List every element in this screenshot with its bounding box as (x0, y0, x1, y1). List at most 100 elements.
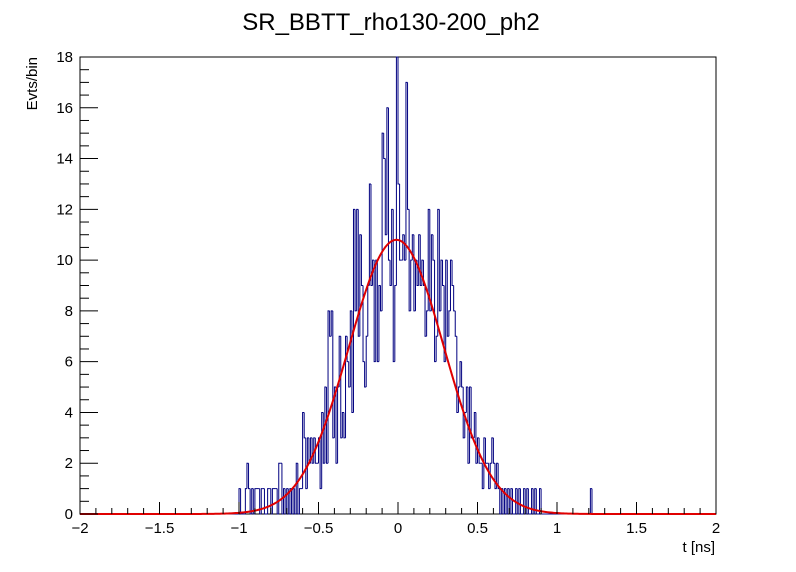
x-tick-label: 0.5 (467, 520, 488, 537)
histogram-bin (446, 260, 449, 337)
histogram-bin (337, 386, 340, 464)
histogram-bin (384, 158, 387, 236)
histogram-bin (373, 260, 376, 363)
histogram-bin (438, 209, 441, 312)
histogram-bin (346, 336, 349, 363)
histogram-bin (526, 488, 529, 514)
y-tick-label: 16 (56, 100, 73, 117)
histogram-bin (483, 437, 486, 489)
histogram-bin (459, 361, 462, 388)
y-tick-label: 12 (56, 201, 73, 218)
histogram-layer (80, 56, 716, 515)
histogram-bin (470, 387, 473, 439)
histogram-bin (435, 335, 438, 362)
histogram-bin (289, 488, 292, 514)
histogram-bin (329, 310, 332, 337)
histogram-bin (340, 336, 343, 439)
histogram-bin (481, 463, 484, 490)
histogram-bin (260, 488, 263, 514)
histogram-bin (310, 437, 313, 464)
histogram-bin (295, 462, 298, 514)
histogram-bin (465, 386, 468, 413)
histogram-bin (467, 387, 470, 464)
histogram-bin (367, 285, 370, 337)
histogram-bin (244, 488, 247, 514)
histogram-bin (475, 412, 478, 464)
x-tick-label: 2 (712, 520, 720, 537)
histogram-bin (395, 56, 398, 286)
histogram-bin (430, 234, 433, 311)
histogram-bin (325, 387, 329, 464)
histogram-bin (267, 488, 270, 514)
x-tick-label: 1.5 (626, 520, 647, 537)
histogram-bin (492, 437, 495, 464)
histogram-bin (387, 107, 391, 261)
histogram-bin (341, 411, 344, 438)
histogram-bin (454, 310, 457, 337)
histogram-bin (464, 411, 467, 438)
histogram-bin (518, 488, 521, 514)
histogram-bin (419, 234, 422, 286)
histogram-bin (489, 462, 492, 489)
histogram-bin (494, 463, 497, 490)
histogram-bin (327, 310, 330, 464)
histogram-bin (539, 488, 542, 514)
histogram-bin (319, 437, 322, 490)
histogram-bin (357, 209, 360, 337)
histogram-bin (402, 234, 405, 261)
histogram-bin (372, 259, 375, 286)
histogram-bin (407, 82, 410, 210)
histogram-bin (333, 386, 336, 438)
histogram-bin (365, 335, 368, 388)
histogram-bin (248, 463, 251, 490)
x-tick-label: −0.5 (304, 520, 334, 537)
x-tick-label: −1 (230, 520, 247, 537)
histogram-bin (397, 57, 400, 185)
histogram-bin (405, 81, 408, 261)
y-tick-label: 6 (65, 354, 73, 371)
histogram-bin (443, 285, 446, 363)
histogram-bin (440, 259, 443, 311)
histogram-bin (338, 335, 341, 388)
histogram-bin (311, 437, 314, 464)
histogram-bin (303, 412, 306, 439)
y-tick-label: 14 (56, 151, 73, 168)
histogram-bin (349, 310, 352, 388)
histogram-bin (356, 208, 359, 311)
histogram-bin (453, 285, 456, 312)
histogram-bin (368, 183, 371, 286)
histogram-bin (352, 208, 356, 413)
histogram-bin (380, 285, 383, 312)
histogram-bin (408, 209, 411, 312)
histogram-bin (429, 209, 432, 312)
histogram-bin (376, 260, 379, 363)
x-tick-label: 1 (553, 520, 561, 537)
histogram-bin (461, 361, 464, 388)
histogram-bin (478, 437, 481, 464)
histogram-bin (306, 437, 309, 489)
histogram-bin (507, 488, 510, 514)
chart-title: SR_BBTT_rho130-200_ph2 (242, 9, 540, 36)
histogram-bin (426, 310, 429, 337)
histogram-bin (392, 209, 395, 363)
histogram-bin (298, 488, 302, 514)
histogram-bin (510, 488, 513, 514)
histogram-bin (394, 285, 397, 362)
histogram-bin (343, 412, 346, 439)
histogram-bin (345, 335, 348, 438)
histogram-bin (456, 336, 459, 413)
y-tick-label: 8 (65, 303, 73, 320)
histogram-bin (283, 488, 286, 514)
histogram-bin (383, 133, 386, 160)
histogram-bin (389, 260, 392, 286)
histogram-bin (473, 411, 476, 438)
histogram-bin (254, 488, 257, 514)
histogram-bin (332, 310, 335, 439)
histogram-bin (477, 437, 480, 464)
histogram-bin (330, 310, 333, 337)
histogram-bin (348, 361, 351, 388)
histogram-bin (314, 437, 317, 464)
x-tick-label: 0 (394, 520, 402, 537)
x-tick-label: −1.5 (145, 520, 175, 537)
